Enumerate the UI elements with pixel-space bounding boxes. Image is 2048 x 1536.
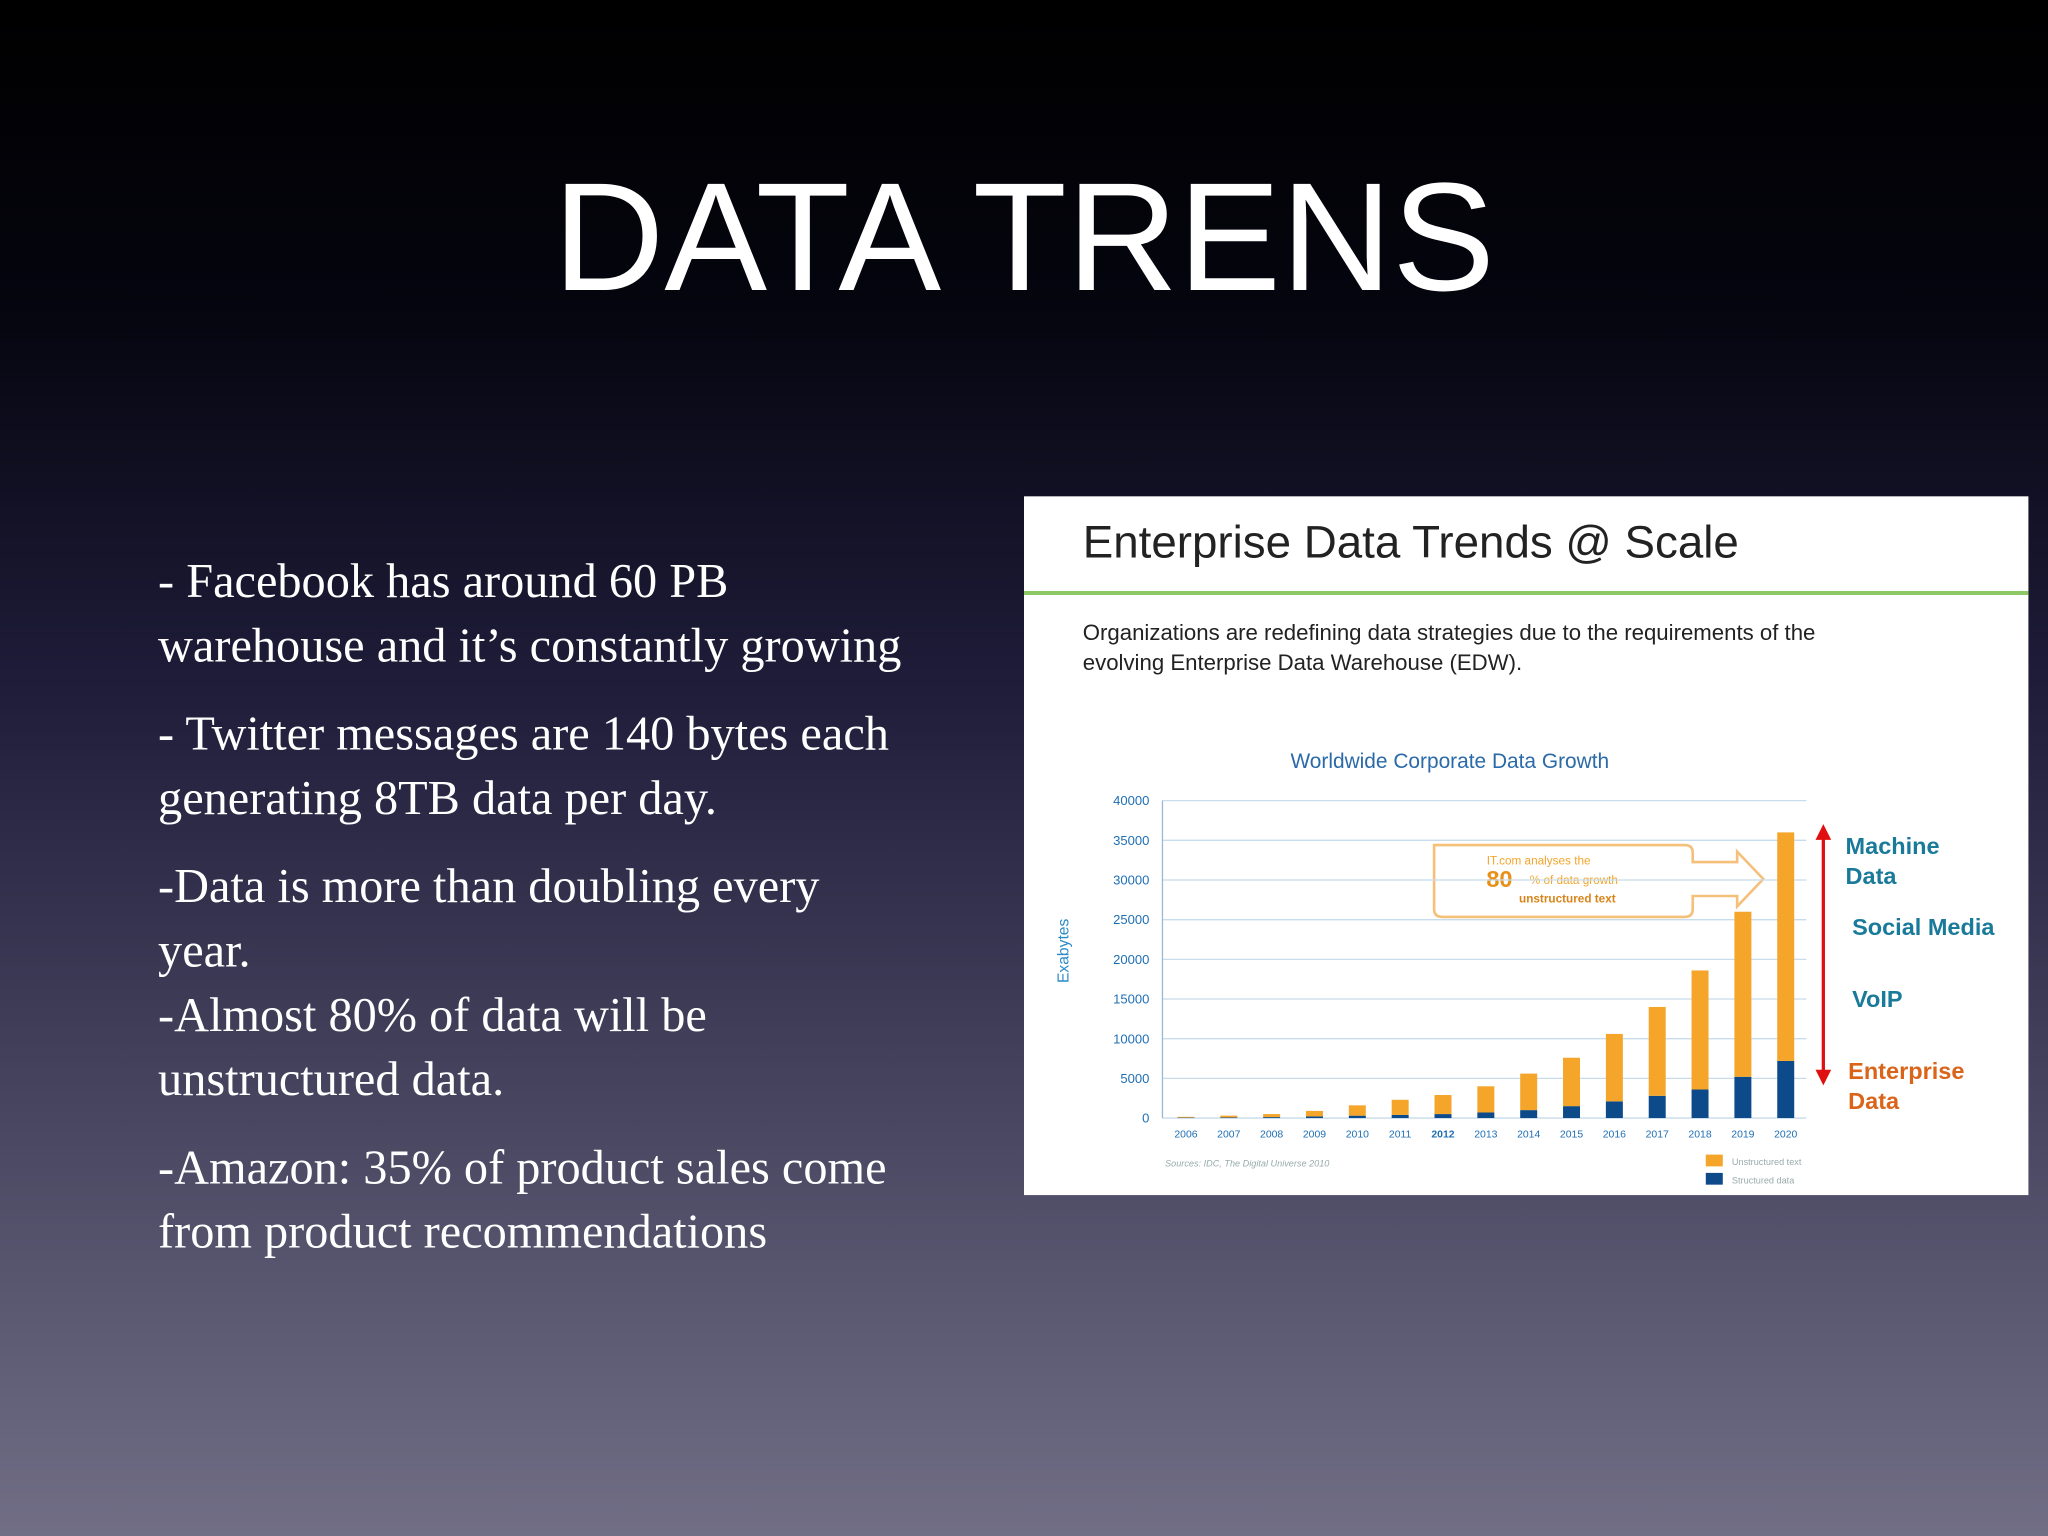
x-tick-label: 2008 [1260, 1130, 1283, 1141]
annotation-box [1432, 843, 1766, 919]
x-tick-label: 2020 [1774, 1130, 1797, 1141]
legend-label: Structured data [1732, 1175, 1795, 1185]
bar-segment [1348, 1105, 1366, 1116]
side-label: Social Media [1852, 914, 1995, 940]
bar-segment [1391, 1099, 1409, 1115]
bar-segment [1648, 1006, 1666, 1096]
bar-segment [1305, 1116, 1323, 1119]
side-label: Enterprise [1848, 1058, 1964, 1084]
source-note: Sources: IDC, The Digital Universe 2010 [1165, 1158, 1329, 1168]
figure-heading: Enterprise Data Trends @ Scale [1083, 517, 1739, 568]
bullet-line: from product recommendations [158, 1206, 767, 1259]
bar-segment [1263, 1117, 1281, 1119]
annotation-text: % of data growth [1530, 874, 1618, 887]
bar-segment [1734, 1076, 1752, 1119]
bullet-line: -Amazon: 35% of product sales come [158, 1141, 887, 1194]
x-tick-label: 2017 [1646, 1130, 1669, 1141]
y-tick-label: 15000 [1113, 992, 1149, 1007]
annotation-text: IT.com analyses the [1487, 855, 1591, 868]
bar-segment [1563, 1057, 1581, 1107]
bullet-list: - Facebook has around 60 PB warehouse and… [158, 555, 901, 1259]
x-tick-label: 2010 [1346, 1130, 1369, 1141]
y-tick-label: 20000 [1113, 952, 1149, 967]
bar-segment [1605, 1101, 1623, 1119]
bar-segment [1648, 1095, 1666, 1119]
x-tick-label: 2014 [1517, 1130, 1540, 1141]
annotation-text: unstructured text [1519, 893, 1616, 906]
bar-segment [1477, 1086, 1495, 1113]
y-tick-label: 40000 [1113, 793, 1149, 808]
annotation-text: 80 [1486, 866, 1512, 892]
bar-segment [1563, 1106, 1581, 1119]
x-tick-label: 2009 [1303, 1130, 1326, 1141]
bar-segment [1691, 1089, 1709, 1119]
bullet-line: unstructured data. [158, 1053, 504, 1106]
side-label: VoIP [1852, 986, 1903, 1012]
bar-segment [1434, 1095, 1452, 1115]
bar-segment [1391, 1114, 1409, 1119]
bullet-line: generating 8TB data per day. [158, 772, 717, 825]
bar-segment [1348, 1115, 1366, 1119]
bullet-line: year. [158, 924, 251, 977]
side-label: Data [1846, 863, 1898, 889]
legend-swatch [1705, 1154, 1723, 1167]
legend-swatch [1705, 1172, 1723, 1185]
bar-segment [1434, 1114, 1452, 1119]
bar-segment [1605, 1033, 1623, 1102]
legend-label: Unstructured text [1732, 1157, 1802, 1167]
side-label: Machine [1846, 833, 1940, 859]
bullet-line: warehouse and it’s constantly growing [158, 619, 901, 672]
chart-title: Worldwide Corporate Data Growth [1290, 750, 1609, 773]
bar-segment [1263, 1114, 1281, 1118]
x-tick-label: 2007 [1217, 1130, 1240, 1141]
figure: Enterprise Data Trends @ Scale Organizat… [1023, 496, 2029, 1196]
y-axis-label: Exabytes [1055, 918, 1072, 983]
x-tick-label: 2012 [1431, 1130, 1454, 1141]
bar-segment [1177, 1116, 1195, 1118]
side-label: Data [1848, 1088, 1900, 1114]
x-tick-label: 2018 [1688, 1130, 1711, 1141]
x-tick-label: 2013 [1474, 1130, 1497, 1141]
bullet-line: -Almost 80% of data will be [158, 989, 707, 1042]
bar-segment [1777, 1060, 1795, 1119]
bar-segment [1734, 911, 1752, 1077]
figure-description: evolving Enterprise Data Warehouse (EDW)… [1083, 650, 1522, 675]
y-tick-label: 10000 [1113, 1031, 1149, 1046]
y-tick-label: 0 [1142, 1111, 1149, 1126]
bar-segment [1777, 832, 1795, 1061]
x-tick-label: 2011 [1389, 1130, 1412, 1141]
x-tick-label: 2015 [1560, 1130, 1583, 1141]
bar-segment [1477, 1112, 1495, 1119]
y-tick-label: 30000 [1113, 873, 1149, 888]
y-tick-label: 35000 [1113, 833, 1149, 848]
bullet-line: - Facebook has around 60 PB [158, 555, 728, 608]
y-tick-label: 5000 [1120, 1071, 1149, 1086]
bullet-line: - Twitter messages are 140 bytes each [158, 707, 889, 760]
bar-segment [1220, 1117, 1238, 1119]
slide-title: DATA TRENS [553, 150, 1495, 323]
y-tick-label: 25000 [1113, 912, 1149, 927]
bullet-line: -Data is more than doubling every [158, 860, 819, 913]
x-tick-label: 2019 [1731, 1130, 1754, 1141]
bar-segment [1691, 970, 1709, 1090]
bar-segment [1305, 1110, 1323, 1117]
bar-segment [1520, 1073, 1538, 1111]
x-tick-label: 2006 [1174, 1130, 1197, 1141]
x-tick-label: 2016 [1603, 1130, 1626, 1141]
bar-segment [1520, 1110, 1538, 1119]
figure-description: Organizations are redefining data strate… [1083, 620, 1816, 645]
bar-segment [1220, 1115, 1238, 1118]
